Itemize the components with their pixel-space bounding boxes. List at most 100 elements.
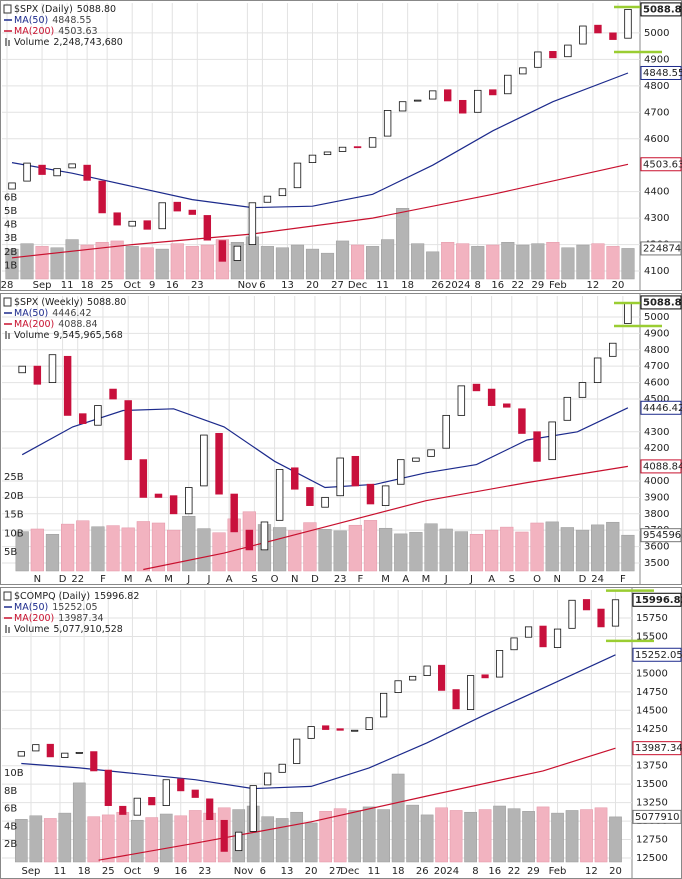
candle (306, 487, 314, 506)
volume-bar (151, 522, 166, 572)
volume-bar (471, 246, 485, 280)
candle (53, 168, 61, 177)
y-tick-label: 15750 (636, 613, 668, 624)
volume-bar (76, 520, 90, 572)
volume-name: Volume (14, 330, 49, 341)
candle (154, 493, 163, 498)
candle (624, 302, 632, 324)
series-name: MA(200) (14, 613, 54, 624)
legend-entry: MA(200) 4503.63 (14, 26, 98, 37)
price-value-label-box (632, 592, 682, 607)
candle (124, 400, 132, 461)
volume-bar (15, 531, 29, 572)
volume-bar (435, 807, 448, 863)
ma-value-label: 15252.05 (635, 650, 682, 661)
x-tick-label: 11 (61, 280, 74, 291)
volume-bar (348, 810, 361, 863)
volume-value: 5,077,910,528 (53, 624, 123, 635)
y-tick-label: 3600 (644, 542, 669, 553)
x-tick-label: 13 (281, 866, 294, 877)
x-tick-label: D (59, 574, 67, 585)
x-tick-label: A (488, 574, 495, 585)
candle (397, 459, 405, 485)
price: 15996.82 (94, 591, 139, 602)
volume-bar (167, 529, 181, 572)
x-tick-label: Oct (124, 280, 141, 291)
candle (230, 493, 238, 533)
volume-name: Volume (14, 624, 49, 635)
legend-swatch (8, 40, 10, 46)
candle (533, 431, 541, 462)
moving-average-line (11, 163, 629, 259)
volume-value: 9,545,965,568 (53, 330, 123, 341)
series-name: MA(50) (14, 602, 48, 613)
y-tick-label: 5000 (644, 28, 669, 39)
volume-bar (30, 528, 44, 572)
x-tick-label: 22 (71, 574, 84, 585)
volume-value-label-box (632, 809, 682, 824)
volume-bar (394, 533, 408, 572)
x-tick-label: N (291, 574, 298, 585)
volume-bar (469, 533, 484, 572)
x-tick-label: A (145, 574, 152, 585)
candle (481, 674, 489, 679)
y-tick-label: 4700 (644, 361, 669, 372)
legend-swatch (5, 38, 7, 46)
x-tick-label: 12 (585, 866, 598, 877)
candle (148, 797, 156, 806)
candle (351, 455, 360, 487)
volume-bar (565, 810, 579, 863)
x-tick-label: J (469, 574, 473, 585)
candle (553, 628, 562, 648)
volume-bar (121, 527, 135, 572)
volume-bar (621, 248, 635, 280)
candle (322, 725, 330, 730)
volume-bar (576, 244, 590, 280)
candle (133, 797, 141, 816)
volume-bar (621, 534, 635, 572)
candle (203, 215, 212, 241)
x-tick-label: Oct (124, 866, 141, 877)
x-tick-label: N (553, 574, 560, 585)
volume-bar (290, 811, 304, 863)
candle (143, 220, 151, 230)
candle (539, 625, 547, 648)
volume-bar (591, 243, 605, 280)
volume-bar (145, 817, 159, 863)
x-tick-label: J (444, 574, 448, 585)
candle (33, 365, 42, 385)
candle (593, 357, 602, 383)
candle (260, 521, 269, 551)
candle (188, 209, 197, 215)
volume-tick-label: 6B (4, 804, 17, 815)
x-tick-label: S (251, 574, 257, 585)
candle (353, 146, 362, 149)
volume-bar (362, 806, 376, 863)
x-tick-label: 8 (472, 866, 478, 877)
volume-tick-label: 20B (4, 491, 24, 502)
y-tick-label: 4600 (644, 134, 669, 145)
volume-bar (87, 816, 101, 863)
y-tick-label: 3500 (644, 558, 669, 569)
y-tick-label: 4400 (644, 187, 669, 198)
legend-icon (3, 297, 12, 307)
volume-bar (420, 814, 434, 863)
volume-bar (381, 239, 395, 280)
volume-bar (348, 524, 362, 572)
y-tick-label: 4200 (644, 443, 669, 454)
legend-entry: MA(50) 4848.55 (14, 15, 92, 26)
volume-bar (426, 251, 440, 280)
moving-average-line (21, 654, 616, 790)
y-tick-label: 4600 (644, 378, 669, 389)
ma-value-label: 13987.34 (635, 743, 682, 754)
volume-bar (303, 522, 317, 572)
candle (278, 763, 286, 773)
x-tick-label: 9 (149, 280, 155, 291)
volume-bar (454, 531, 468, 572)
y-tick-label: 15000 (636, 668, 668, 679)
candle (495, 650, 504, 678)
x-tick-label: 6 (259, 280, 265, 291)
x-tick-label: 20 (609, 866, 622, 877)
